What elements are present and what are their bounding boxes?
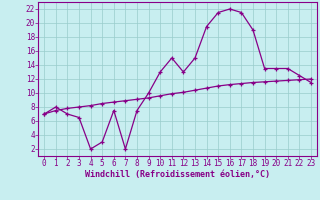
X-axis label: Windchill (Refroidissement éolien,°C): Windchill (Refroidissement éolien,°C) bbox=[85, 170, 270, 179]
